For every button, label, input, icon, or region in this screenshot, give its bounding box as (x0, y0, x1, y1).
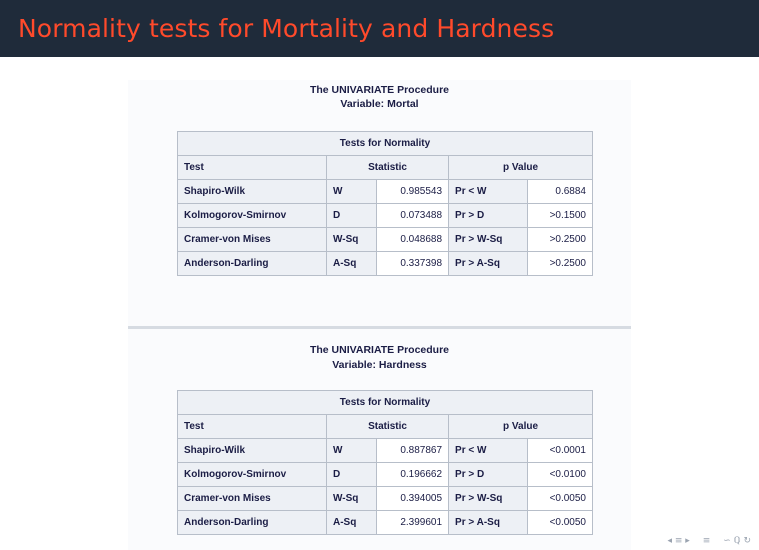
col-header-test: Test (177, 155, 327, 180)
p-label: Pr > W-Sq (448, 227, 529, 252)
stat-label: A-Sq (325, 251, 378, 276)
stat-value: 0.196662 (376, 462, 450, 487)
variable-heading: Variable: Mortal (340, 98, 419, 110)
stat-label: W (325, 438, 378, 463)
table-header-row: Test Statistic p Value (177, 414, 593, 439)
test-name: Anderson-Darling (177, 251, 327, 276)
col-header-statistic: Statistic (325, 155, 450, 180)
table-title: Tests for Normality (177, 390, 593, 415)
table-row: Cramer-von Mises W-Sq 0.048688 Pr > W-Sq… (177, 227, 593, 252)
p-label: Pr < W (448, 438, 529, 463)
normality-table: Tests for Normality Test Statistic p Val… (177, 131, 593, 276)
table-row: Shapiro-Wilk W 0.887867 Pr < W <0.0001 (177, 438, 593, 463)
section-divider (128, 326, 631, 329)
p-value: <0.0050 (527, 486, 593, 511)
table-title-row: Tests for Normality (177, 131, 593, 156)
nav-align-icon[interactable]: ≡ (702, 536, 711, 546)
table-row: Cramer-von Mises W-Sq 0.394005 Pr > W-Sq… (177, 486, 593, 511)
p-label: Pr > D (448, 462, 529, 487)
stat-value: 2.399601 (376, 510, 450, 535)
p-value: <0.0050 (527, 510, 593, 535)
p-label: Pr > W-Sq (448, 486, 529, 511)
stat-label: D (325, 203, 378, 228)
table-title: Tests for Normality (177, 131, 593, 156)
table-row: Shapiro-Wilk W 0.985543 Pr < W 0.6884 (177, 179, 593, 204)
test-name: Cramer-von Mises (177, 227, 327, 252)
col-header-pvalue: p Value (448, 155, 593, 180)
stat-value: 0.887867 (376, 438, 450, 463)
p-value: >0.2500 (527, 227, 593, 252)
nav-subsection-icon[interactable]: ◂ ≡ ▸ (667, 536, 690, 546)
col-header-test: Test (177, 414, 327, 439)
stat-label: D (325, 462, 378, 487)
test-name: Anderson-Darling (177, 510, 327, 535)
p-value: <0.0001 (527, 438, 593, 463)
table-title-row: Tests for Normality (177, 390, 593, 415)
p-label: Pr > D (448, 203, 529, 228)
p-label: Pr > A-Sq (448, 251, 529, 276)
stat-label: W (325, 179, 378, 204)
stat-label: W-Sq (325, 227, 378, 252)
p-value: <0.0100 (527, 462, 593, 487)
procedure-heading: The UNIVARIATE Procedure (309, 84, 450, 96)
stat-label: A-Sq (325, 510, 378, 535)
p-value: >0.2500 (527, 251, 593, 276)
normality-table: Tests for Normality Test Statistic p Val… (177, 390, 593, 535)
table-row: Kolmogorov-Smirnov D 0.073488 Pr > D >0.… (177, 203, 593, 228)
procedure-heading: The UNIVARIATE Procedure (309, 344, 450, 356)
col-header-statistic: Statistic (325, 414, 450, 439)
table-row: Anderson-Darling A-Sq 2.399601 Pr > A-Sq… (177, 510, 593, 535)
table-row: Anderson-Darling A-Sq 0.337398 Pr > A-Sq… (177, 251, 593, 276)
p-value: 0.6884 (527, 179, 593, 204)
test-name: Shapiro-Wilk (177, 179, 327, 204)
table-row: Kolmogorov-Smirnov D 0.196662 Pr > D <0.… (177, 462, 593, 487)
p-value: >0.1500 (527, 203, 593, 228)
p-label: Pr < W (448, 179, 529, 204)
variable-heading: Variable: Hardness (332, 359, 427, 371)
test-name: Cramer-von Mises (177, 486, 327, 511)
slide-title: Normality tests for Mortality and Hardne… (18, 14, 555, 43)
test-name: Shapiro-Wilk (177, 438, 327, 463)
hardness-output-panel: The UNIVARIATE Procedure Variable: Hardn… (128, 329, 631, 550)
beamer-nav-bar: ◂ ≡ ▸ ≡ ∽ ℚ ↻ (658, 536, 752, 546)
table-header-row: Test Statistic p Value (177, 155, 593, 180)
stat-value: 0.337398 (376, 251, 450, 276)
stat-label: W-Sq (325, 486, 378, 511)
stat-value: 0.394005 (376, 486, 450, 511)
nav-search-icon[interactable]: ∽ ℚ ↻ (723, 536, 751, 546)
mortal-output-panel: The UNIVARIATE Procedure Variable: Morta… (128, 80, 631, 326)
slide-title-bar: Normality tests for Mortality and Hardne… (0, 0, 759, 57)
stat-value: 0.048688 (376, 227, 450, 252)
stat-value: 0.985543 (376, 179, 450, 204)
col-header-pvalue: p Value (448, 414, 593, 439)
test-name: Kolmogorov-Smirnov (177, 203, 327, 228)
stat-value: 0.073488 (376, 203, 450, 228)
test-name: Kolmogorov-Smirnov (177, 462, 327, 487)
p-label: Pr > A-Sq (448, 510, 529, 535)
